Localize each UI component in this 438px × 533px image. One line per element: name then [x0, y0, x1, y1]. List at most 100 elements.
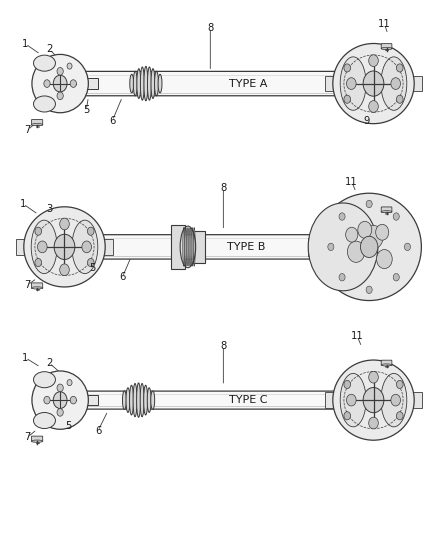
Circle shape: [57, 409, 63, 416]
Ellipse shape: [24, 207, 105, 287]
Ellipse shape: [381, 57, 407, 110]
Circle shape: [35, 259, 42, 266]
Ellipse shape: [130, 385, 134, 415]
Text: 8: 8: [207, 23, 213, 33]
Circle shape: [82, 241, 92, 253]
Circle shape: [344, 95, 350, 103]
Ellipse shape: [381, 47, 392, 50]
Circle shape: [60, 264, 69, 276]
Ellipse shape: [317, 193, 421, 301]
Circle shape: [88, 259, 94, 266]
Text: TYPE B: TYPE B: [227, 242, 265, 252]
Text: 5: 5: [89, 263, 95, 272]
Circle shape: [88, 227, 94, 235]
Bar: [407, 76, 422, 91]
Text: 7: 7: [25, 280, 31, 290]
Circle shape: [344, 411, 350, 420]
Circle shape: [369, 417, 378, 429]
Bar: [407, 392, 422, 408]
Circle shape: [57, 68, 63, 75]
Ellipse shape: [130, 74, 134, 93]
Ellipse shape: [141, 67, 144, 100]
Ellipse shape: [191, 228, 193, 266]
Ellipse shape: [147, 388, 151, 413]
Circle shape: [70, 397, 77, 404]
Ellipse shape: [308, 203, 378, 291]
Text: 8: 8: [220, 341, 226, 351]
Ellipse shape: [340, 57, 366, 110]
FancyBboxPatch shape: [381, 207, 392, 212]
Bar: [171, 224, 185, 269]
Circle shape: [396, 64, 403, 72]
Ellipse shape: [144, 385, 148, 415]
Circle shape: [347, 241, 365, 262]
Bar: [82, 395, 98, 406]
Circle shape: [396, 95, 403, 103]
Circle shape: [57, 92, 63, 100]
Circle shape: [339, 273, 345, 281]
Text: 8: 8: [220, 183, 226, 193]
Ellipse shape: [333, 44, 414, 124]
Circle shape: [57, 384, 63, 392]
Bar: [193, 231, 205, 263]
Circle shape: [396, 411, 403, 420]
Circle shape: [346, 78, 356, 90]
Ellipse shape: [381, 211, 392, 213]
Ellipse shape: [144, 66, 148, 101]
Ellipse shape: [155, 71, 159, 96]
Text: TYPE C: TYPE C: [229, 395, 267, 405]
Circle shape: [346, 394, 356, 406]
Circle shape: [54, 235, 75, 260]
Circle shape: [369, 372, 378, 383]
FancyBboxPatch shape: [83, 391, 350, 409]
Text: 9: 9: [364, 116, 370, 126]
Circle shape: [391, 78, 400, 90]
Ellipse shape: [140, 383, 144, 417]
Text: TYPE A: TYPE A: [229, 78, 267, 88]
Circle shape: [369, 55, 378, 67]
Bar: [132, 76, 160, 92]
Circle shape: [366, 286, 372, 294]
Circle shape: [53, 75, 67, 92]
Circle shape: [346, 227, 358, 242]
Ellipse shape: [31, 220, 57, 273]
FancyBboxPatch shape: [381, 360, 392, 366]
FancyBboxPatch shape: [32, 119, 42, 125]
Text: 7: 7: [25, 125, 31, 135]
FancyBboxPatch shape: [83, 71, 350, 96]
Circle shape: [60, 218, 69, 230]
Circle shape: [393, 273, 399, 281]
Ellipse shape: [137, 383, 141, 417]
Text: 5: 5: [83, 105, 89, 115]
Ellipse shape: [340, 374, 366, 427]
Circle shape: [328, 243, 334, 251]
Circle shape: [393, 213, 399, 220]
Text: 7: 7: [25, 432, 31, 442]
Text: 6: 6: [95, 426, 101, 436]
Text: 11: 11: [346, 176, 358, 187]
Ellipse shape: [148, 67, 152, 100]
FancyBboxPatch shape: [381, 44, 392, 49]
Ellipse shape: [72, 220, 98, 273]
Text: 2: 2: [46, 358, 53, 368]
Ellipse shape: [333, 360, 414, 440]
Circle shape: [38, 241, 47, 253]
FancyBboxPatch shape: [32, 283, 42, 288]
Text: 6: 6: [109, 116, 116, 126]
Ellipse shape: [123, 391, 127, 409]
FancyBboxPatch shape: [94, 235, 340, 259]
Text: 1: 1: [20, 199, 26, 209]
Ellipse shape: [193, 228, 195, 266]
Ellipse shape: [137, 69, 141, 99]
Ellipse shape: [32, 124, 43, 126]
Text: 11: 11: [378, 19, 391, 29]
Circle shape: [363, 387, 384, 413]
Ellipse shape: [32, 54, 88, 113]
Circle shape: [53, 392, 67, 408]
Text: 1: 1: [22, 39, 28, 49]
Ellipse shape: [183, 228, 185, 266]
Ellipse shape: [34, 413, 56, 429]
Ellipse shape: [32, 287, 43, 289]
Ellipse shape: [133, 71, 137, 96]
Circle shape: [360, 236, 378, 257]
